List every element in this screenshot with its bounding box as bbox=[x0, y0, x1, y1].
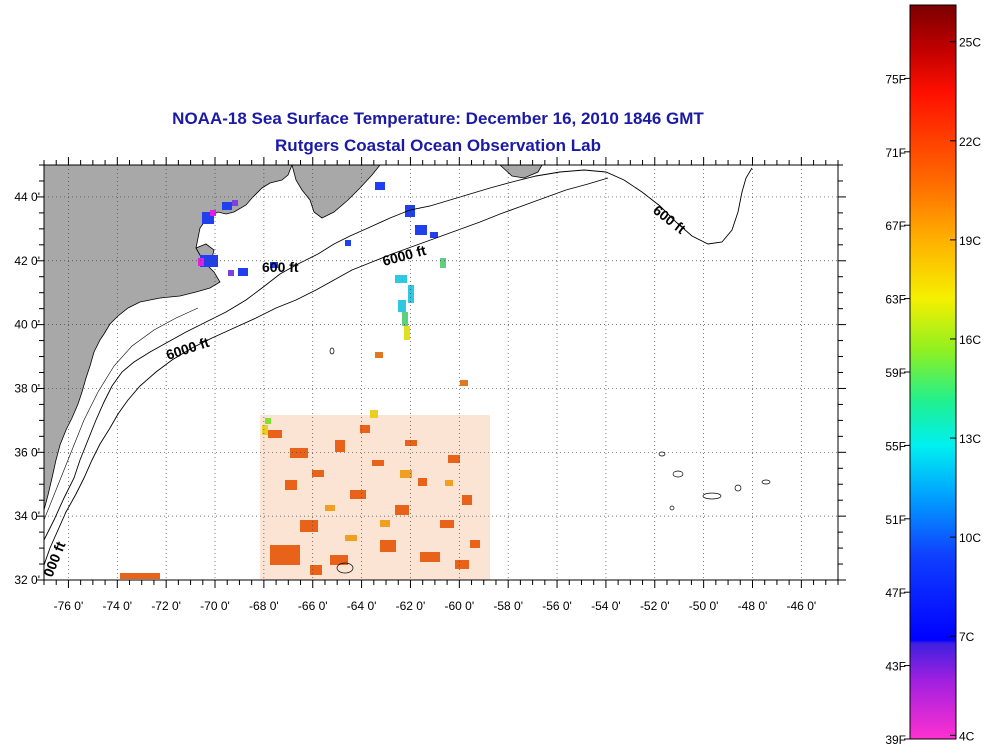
contour-coastal-inner bbox=[44, 307, 199, 521]
lat-tick-label: 42 0' bbox=[14, 254, 40, 268]
seamount-contours bbox=[329, 347, 771, 574]
lat-tick-label: 34 0' bbox=[14, 509, 40, 523]
land-nova-scotia bbox=[291, 165, 381, 219]
scale-c-label: 25C bbox=[959, 36, 981, 50]
lat-tick-label: 44 0' bbox=[14, 190, 40, 204]
scale-f-label: 59F bbox=[885, 366, 906, 380]
map-frame bbox=[43, 164, 839, 581]
lon-tick-label: -58 0' bbox=[493, 599, 523, 613]
lon-tick-label: -70 0' bbox=[200, 599, 230, 613]
lon-tick-label: -60 0' bbox=[444, 599, 474, 613]
lon-tick-label: -56 0' bbox=[542, 599, 572, 613]
scale-c-label: 16C bbox=[959, 333, 981, 347]
lon-tick-label: -72 0' bbox=[151, 599, 181, 613]
lon-tick-label: -64 0' bbox=[347, 599, 377, 613]
lat-tick-label: 32 0' bbox=[14, 573, 40, 587]
scale-f-label: 63F bbox=[885, 293, 906, 307]
lon-tick-label: -62 0' bbox=[396, 599, 426, 613]
map-subtitle: Rutgers Coastal Ocean Observation Lab bbox=[275, 136, 601, 155]
lat-tick-label: 36 0' bbox=[14, 445, 40, 459]
scale-f-label: 71F bbox=[885, 146, 906, 160]
scale-f-label: 55F bbox=[885, 439, 906, 453]
scale-f-label: 39F bbox=[885, 733, 906, 747]
frame-ticks bbox=[36, 157, 846, 588]
scale-f-label: 51F bbox=[885, 513, 906, 527]
lon-tick-label: -50 0' bbox=[689, 599, 719, 613]
latitude-axis-labels: 44 0' 42 0' 40 0' 38 0' 36 0' 34 0' 32 0' bbox=[14, 190, 40, 587]
scale-c-label: 22C bbox=[959, 135, 981, 149]
scale-c-label: 7C bbox=[959, 630, 975, 644]
scale-c-label: 19C bbox=[959, 234, 981, 248]
scale-f-label: 47F bbox=[885, 586, 906, 600]
lon-tick-label: -54 0' bbox=[591, 599, 621, 613]
lon-tick-label: -66 0' bbox=[298, 599, 328, 613]
lat-tick-label: 38 0' bbox=[14, 381, 40, 395]
scale-c-label: 4C bbox=[959, 729, 975, 743]
lon-tick-label: -48 0' bbox=[738, 599, 768, 613]
contour-6000ft bbox=[44, 177, 609, 566]
fahrenheit-scale-labels: 75F 71F 67F 63F 59F 55F 51F 47F 43F 39F bbox=[885, 72, 910, 747]
scale-c-label: 13C bbox=[959, 432, 981, 446]
scale-f-label: 43F bbox=[885, 660, 906, 674]
map-title: NOAA-18 Sea Surface Temperature: Decembe… bbox=[172, 109, 704, 128]
color-scale-bar bbox=[909, 4, 957, 740]
lat-tick-label: 40 0' bbox=[14, 318, 40, 332]
lon-tick-label: -76 0' bbox=[54, 599, 84, 613]
celsius-scale-labels: 25C 22C 19C 16C 13C 10C 7C 4C bbox=[950, 36, 981, 743]
sst-data-patches bbox=[120, 182, 490, 580]
contour-label-600ft-gulf-of-maine: 600 ft bbox=[262, 259, 299, 275]
land-north-america bbox=[44, 165, 293, 511]
contour-600ft bbox=[44, 167, 753, 541]
scale-c-label: 10C bbox=[959, 531, 981, 545]
scale-f-label: 75F bbox=[885, 72, 906, 86]
scale-f-label: 67F bbox=[885, 219, 906, 233]
lon-tick-label: -68 0' bbox=[249, 599, 279, 613]
lon-tick-label: -46 0' bbox=[787, 599, 817, 613]
lon-tick-label: -74 0' bbox=[102, 599, 132, 613]
longitude-axis-labels: -76 0' -74 0' -72 0' -70 0' -68 0' -66 0' -64 … bbox=[54, 599, 817, 613]
lon-tick-label: -52 0' bbox=[640, 599, 670, 613]
land-newfoundland bbox=[499, 165, 543, 179]
